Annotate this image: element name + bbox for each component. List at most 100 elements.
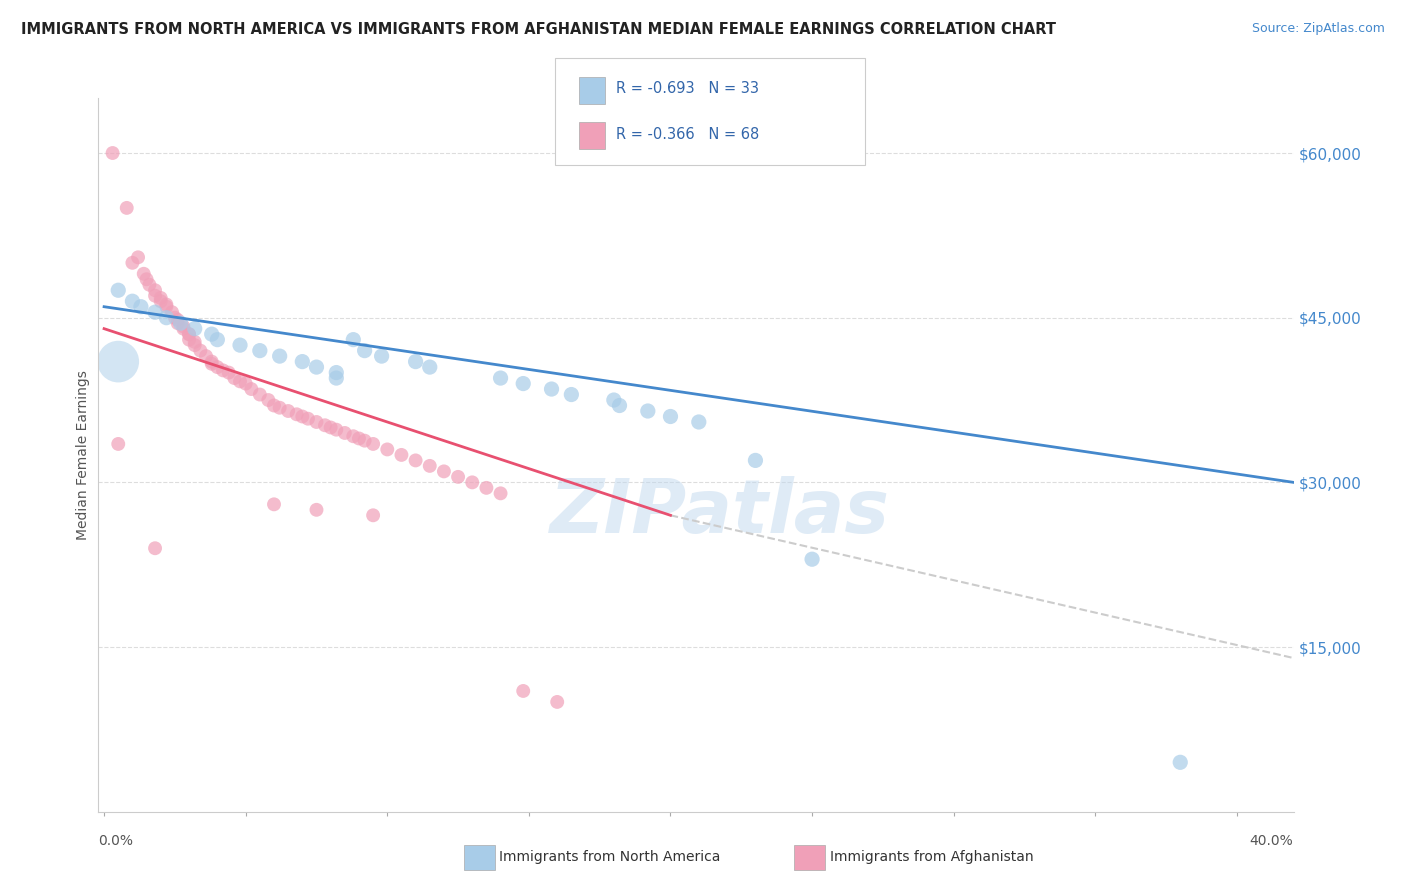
- Y-axis label: Median Female Earnings: Median Female Earnings: [76, 370, 90, 540]
- Point: [801, 552, 824, 566]
- Text: IMMIGRANTS FROM NORTH AMERICA VS IMMIGRANTS FROM AFGHANISTAN MEDIAN FEMALE EARNI: IMMIGRANTS FROM NORTH AMERICA VS IMMIGRA…: [21, 22, 1056, 37]
- Point: [177, 327, 200, 342]
- Point: [177, 333, 200, 347]
- Point: [342, 429, 364, 443]
- Point: [263, 497, 285, 511]
- Point: [201, 354, 224, 368]
- Point: [121, 294, 143, 309]
- Point: [201, 327, 224, 342]
- Point: [155, 297, 177, 311]
- Point: [637, 404, 659, 418]
- Point: [353, 343, 375, 358]
- Point: [560, 387, 582, 401]
- Point: [325, 366, 347, 380]
- Point: [172, 319, 194, 334]
- Point: [169, 316, 191, 330]
- Point: [229, 338, 252, 352]
- Point: [183, 334, 205, 349]
- Point: [489, 486, 512, 500]
- Point: [603, 392, 626, 407]
- Point: [257, 392, 280, 407]
- Point: [263, 399, 285, 413]
- Point: [177, 327, 200, 342]
- Point: [240, 382, 263, 396]
- Text: Immigrants from Afghanistan: Immigrants from Afghanistan: [830, 850, 1033, 864]
- Point: [305, 360, 328, 375]
- Point: [201, 357, 224, 371]
- Point: [688, 415, 710, 429]
- Point: [1168, 756, 1191, 770]
- Point: [132, 267, 155, 281]
- Point: [195, 349, 218, 363]
- Point: [333, 425, 356, 440]
- Point: [475, 481, 498, 495]
- Point: [121, 256, 143, 270]
- Point: [391, 448, 413, 462]
- Text: ZIPatlas: ZIPatlas: [550, 475, 890, 549]
- Point: [149, 291, 172, 305]
- Point: [172, 321, 194, 335]
- Point: [224, 371, 246, 385]
- Point: [297, 411, 319, 425]
- Point: [489, 371, 512, 385]
- Point: [325, 371, 347, 385]
- Point: [101, 146, 124, 161]
- Point: [314, 418, 336, 433]
- Point: [512, 684, 534, 698]
- Point: [235, 376, 257, 391]
- Point: [207, 360, 229, 375]
- Point: [546, 695, 568, 709]
- Text: 0.0%: 0.0%: [98, 834, 134, 848]
- Point: [291, 354, 314, 368]
- Text: Immigrants from North America: Immigrants from North America: [499, 850, 720, 864]
- Point: [129, 300, 152, 314]
- Point: [325, 423, 347, 437]
- Point: [305, 415, 328, 429]
- Point: [433, 464, 456, 478]
- Point: [107, 283, 129, 297]
- Point: [212, 363, 235, 377]
- Text: R = -0.366   N = 68: R = -0.366 N = 68: [616, 127, 759, 142]
- Point: [183, 338, 205, 352]
- Point: [166, 313, 188, 327]
- Point: [229, 375, 252, 389]
- Point: [419, 360, 441, 375]
- Point: [249, 387, 271, 401]
- Point: [277, 404, 299, 418]
- Point: [107, 354, 129, 368]
- Point: [540, 382, 562, 396]
- Point: [249, 343, 271, 358]
- Point: [163, 310, 186, 325]
- Point: [361, 437, 384, 451]
- Text: Source: ZipAtlas.com: Source: ZipAtlas.com: [1251, 22, 1385, 36]
- Point: [405, 453, 427, 467]
- Point: [461, 475, 484, 490]
- Point: [160, 305, 183, 319]
- Point: [183, 321, 205, 335]
- Point: [347, 432, 370, 446]
- Point: [218, 366, 240, 380]
- Point: [127, 250, 149, 264]
- Point: [143, 305, 166, 319]
- Point: [269, 401, 291, 415]
- Point: [143, 289, 166, 303]
- Point: [319, 420, 342, 434]
- Point: [269, 349, 291, 363]
- Point: [207, 333, 229, 347]
- Point: [375, 442, 398, 457]
- Point: [305, 503, 328, 517]
- Point: [155, 310, 177, 325]
- Point: [115, 201, 138, 215]
- Point: [609, 399, 631, 413]
- Point: [107, 437, 129, 451]
- Point: [353, 434, 375, 448]
- Point: [190, 343, 212, 358]
- Point: [744, 453, 766, 467]
- Point: [361, 508, 384, 523]
- Point: [143, 283, 166, 297]
- Point: [419, 458, 441, 473]
- Point: [512, 376, 534, 391]
- Point: [155, 300, 177, 314]
- Point: [291, 409, 314, 424]
- Text: 40.0%: 40.0%: [1250, 834, 1294, 848]
